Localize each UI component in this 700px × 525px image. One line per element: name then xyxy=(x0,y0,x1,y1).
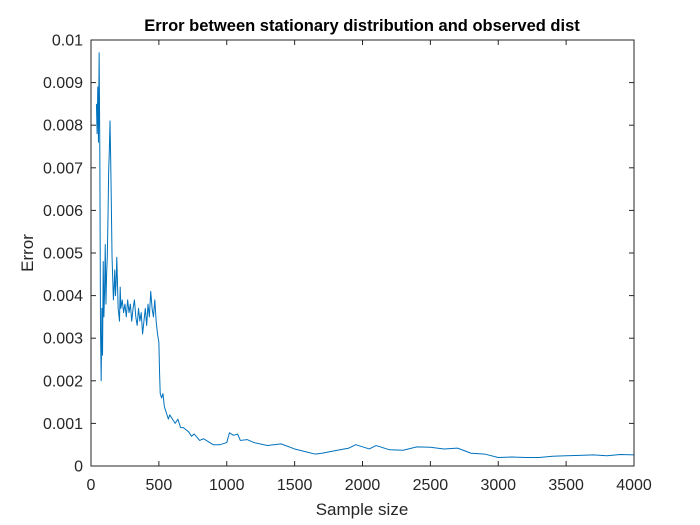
x-tick-label: 500 xyxy=(146,477,173,494)
series-line-0 xyxy=(95,52,635,458)
x-tick-label: 3500 xyxy=(548,477,584,494)
plot-box xyxy=(90,39,635,467)
x-tick-label: 4000 xyxy=(616,477,652,494)
x-tick-label: 2500 xyxy=(413,477,449,494)
y-tick-label: 0.008 xyxy=(43,118,83,135)
y-tick-label: 0.01 xyxy=(52,33,83,50)
y-tick-label: 0.009 xyxy=(43,75,83,92)
x-tick-label: 1500 xyxy=(277,477,313,494)
y-tick-label: 0.004 xyxy=(43,288,83,305)
y-tick-label: 0.007 xyxy=(43,160,83,177)
y-tick-label: 0 xyxy=(74,459,83,476)
x-tick-label: 2000 xyxy=(345,477,381,494)
y-ticks: 0 0.001 0.002 0.003 0.004 0.005 0.006 0.007 0.00… xyxy=(43,33,634,476)
y-tick-label: 0.002 xyxy=(43,373,83,390)
series-group xyxy=(95,52,635,458)
plot-background xyxy=(91,40,634,466)
x-tick-label: 3000 xyxy=(480,477,516,494)
x-ticks: 0 500 1000 1500 2000 2500 3000 3500 4000 xyxy=(87,40,652,494)
y-axis-label: Error xyxy=(18,234,37,272)
y-tick-label: 0.001 xyxy=(43,416,83,433)
chart-title: Error between stationary distribution an… xyxy=(144,17,580,35)
x-tick-label: 0 xyxy=(87,477,96,494)
y-tick-label: 0.006 xyxy=(43,203,83,220)
y-tick-label: 0.005 xyxy=(43,246,83,263)
x-axis-label: Sample size xyxy=(316,500,409,519)
x-tick-label: 1000 xyxy=(209,477,245,494)
y-tick-label: 0.003 xyxy=(43,331,83,348)
